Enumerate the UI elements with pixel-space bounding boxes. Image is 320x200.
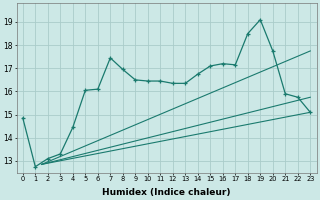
X-axis label: Humidex (Indice chaleur): Humidex (Indice chaleur) <box>102 188 231 197</box>
